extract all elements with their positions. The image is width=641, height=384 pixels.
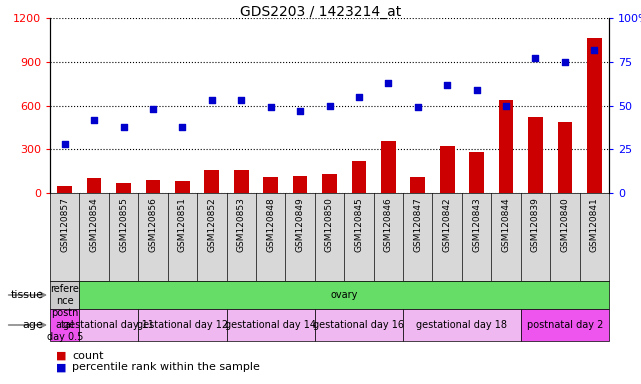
Text: gestational day 18: gestational day 18 (417, 320, 508, 330)
Bar (57, 186, 72, 193)
Text: GSM120845: GSM120845 (354, 197, 363, 252)
Bar (469, 152, 484, 193)
Bar (520, 309, 609, 341)
Text: GSM120844: GSM120844 (501, 197, 510, 252)
Point (442, 81, 453, 88)
Text: GSM120841: GSM120841 (590, 197, 599, 252)
Point (148, 106, 158, 112)
Point (119, 123, 129, 129)
Text: tissue: tissue (11, 290, 44, 300)
Text: GSM120848: GSM120848 (266, 197, 275, 252)
Point (354, 94, 364, 100)
Text: GSM120839: GSM120839 (531, 197, 540, 252)
Bar (87, 179, 101, 193)
Bar (79, 309, 138, 341)
Point (472, 87, 482, 93)
Text: GSM120852: GSM120852 (207, 197, 216, 252)
Bar (381, 141, 395, 193)
Text: GSM120840: GSM120840 (560, 197, 569, 252)
Text: GSM120849: GSM120849 (296, 197, 304, 252)
Text: gestational day 11: gestational day 11 (63, 320, 154, 330)
Text: gestational day 16: gestational day 16 (313, 320, 404, 330)
Point (560, 59, 570, 65)
Point (383, 79, 394, 86)
Bar (138, 309, 226, 341)
Text: GSM120854: GSM120854 (90, 197, 99, 252)
Text: ovary: ovary (331, 290, 358, 300)
Point (324, 103, 335, 109)
Bar (204, 170, 219, 193)
Text: GSM120847: GSM120847 (413, 197, 422, 252)
Text: percentile rank within the sample: percentile rank within the sample (72, 362, 260, 372)
Text: postnatal day 2: postnatal day 2 (527, 320, 603, 330)
Bar (403, 309, 520, 341)
Bar (410, 177, 425, 193)
Text: gestational day 12: gestational day 12 (137, 320, 228, 330)
Point (89, 116, 99, 122)
Point (265, 104, 276, 110)
Point (501, 103, 511, 109)
Text: GDS2203 / 1423214_at: GDS2203 / 1423214_at (240, 5, 401, 19)
Bar (116, 183, 131, 193)
Text: GSM120843: GSM120843 (472, 197, 481, 252)
Bar (587, 38, 602, 193)
Point (413, 104, 423, 110)
Bar (528, 117, 543, 193)
Bar (146, 180, 160, 193)
Text: age: age (22, 320, 44, 330)
Point (60, 141, 70, 147)
Bar (50, 309, 79, 341)
Bar (234, 170, 249, 193)
Text: GSM120853: GSM120853 (237, 197, 246, 252)
Text: refere
nce: refere nce (50, 284, 79, 306)
Text: GSM120855: GSM120855 (119, 197, 128, 252)
Text: ■: ■ (56, 362, 67, 372)
Bar (293, 175, 308, 193)
Text: GSM120846: GSM120846 (384, 197, 393, 252)
Bar (499, 100, 513, 193)
Point (206, 97, 217, 103)
Point (295, 108, 305, 114)
Text: count: count (72, 351, 104, 361)
Bar (175, 181, 190, 193)
Point (589, 46, 599, 53)
Bar (351, 161, 366, 193)
Text: GSM120856: GSM120856 (149, 197, 158, 252)
Bar (322, 174, 337, 193)
Point (530, 55, 540, 61)
Text: GSM120851: GSM120851 (178, 197, 187, 252)
Text: GSM120857: GSM120857 (60, 197, 69, 252)
Bar (558, 122, 572, 193)
Text: GSM120842: GSM120842 (443, 197, 452, 252)
Bar (226, 309, 315, 341)
Point (236, 97, 246, 103)
Text: gestational day 14: gestational day 14 (225, 320, 316, 330)
Text: ■: ■ (56, 351, 67, 361)
Point (178, 123, 188, 129)
Bar (440, 146, 454, 193)
Text: GSM120850: GSM120850 (325, 197, 334, 252)
Bar (315, 309, 403, 341)
Bar (50, 281, 79, 309)
Bar (263, 177, 278, 193)
Text: postn
atal
day 0.5: postn atal day 0.5 (47, 308, 83, 342)
